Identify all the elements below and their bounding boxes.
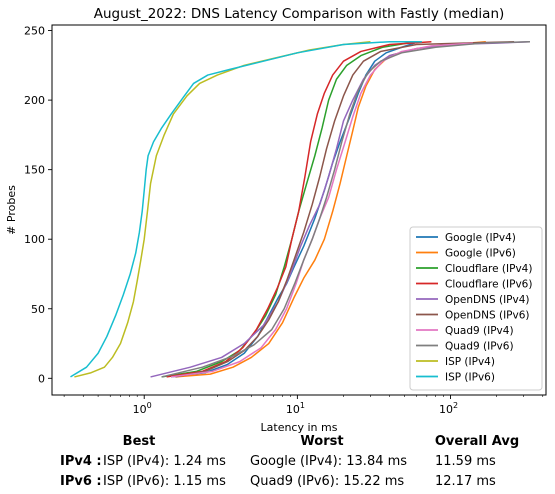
legend: Google (IPv4) Google (IPv6) Cloudflare (IP…	[409, 226, 543, 391]
series-line-9	[70, 40, 422, 378]
series-line-0	[171, 40, 419, 378]
chart-title: August_2022: DNS Latency Comparison with…	[94, 6, 505, 22]
legend-entry: Google (IPv6)	[445, 248, 516, 260]
stats-row-worst: Google (IPv4): 13.84 ms	[250, 454, 407, 469]
stats-row-avg: 12.17 ms	[435, 474, 496, 489]
legend-entry: OpenDNS (IPv6)	[445, 310, 530, 322]
legend-entry: Cloudflare (IPv4)	[445, 263, 532, 275]
legend-entry: OpenDNS (IPv4)	[445, 294, 530, 306]
stats-row-best: ISP (IPv4): 1.24 ms	[103, 454, 226, 469]
x-axis: 100 101 102	[63, 395, 544, 416]
legend-entry: Quad9 (IPv4)	[445, 325, 514, 337]
legend-entry: ISP (IPv6)	[445, 372, 495, 384]
legend-entry: Quad9 (IPv6)	[445, 341, 514, 353]
y-tick-label: 250	[24, 25, 45, 38]
legend-entry: Cloudflare (IPv6)	[445, 279, 532, 291]
series-line-3	[166, 40, 432, 378]
stats-table: Best Worst Overall Avg IPv4 : ISP (IPv4)…	[60, 434, 519, 489]
plot-frame	[51, 24, 547, 396]
legend-entry: Google (IPv4)	[445, 232, 516, 244]
y-tick-label: 150	[24, 164, 45, 177]
stats-header-best: Best	[123, 434, 156, 449]
series-line-2	[161, 40, 417, 378]
stats-row-worst: Quad9 (IPv6): 15.22 ms	[250, 474, 404, 489]
y-tick-label: 200	[24, 94, 45, 107]
stats-header-avg: Overall Avg	[435, 434, 519, 449]
series-line-8	[74, 40, 371, 378]
series-line-7	[161, 40, 530, 378]
x-tick-label: 101	[286, 401, 305, 416]
x-axis-label: Latency in ms	[261, 421, 338, 434]
stats-header-worst: Worst	[300, 434, 343, 449]
x-tick-label: 102	[439, 401, 458, 416]
series-line-6	[171, 42, 473, 378]
y-axis-label: # Probes	[5, 185, 18, 235]
stats-row-avg: 11.59 ms	[435, 454, 496, 469]
y-axis: 0 50 100 150 200 250	[24, 25, 52, 385]
legend-entry: ISP (IPv4)	[445, 356, 495, 368]
stats-row-label: IPv4 :	[60, 454, 102, 469]
y-tick-label: 0	[38, 372, 45, 385]
y-tick-label: 100	[24, 233, 45, 246]
stats-row-label: IPv6 :	[60, 474, 102, 489]
stats-row-best: ISP (IPv6): 1.15 ms	[103, 474, 226, 489]
series-line-5	[175, 40, 515, 378]
series-group	[70, 40, 530, 378]
y-tick-label: 50	[31, 303, 45, 316]
x-tick-label: 100	[133, 401, 152, 416]
legend-box	[409, 226, 543, 391]
